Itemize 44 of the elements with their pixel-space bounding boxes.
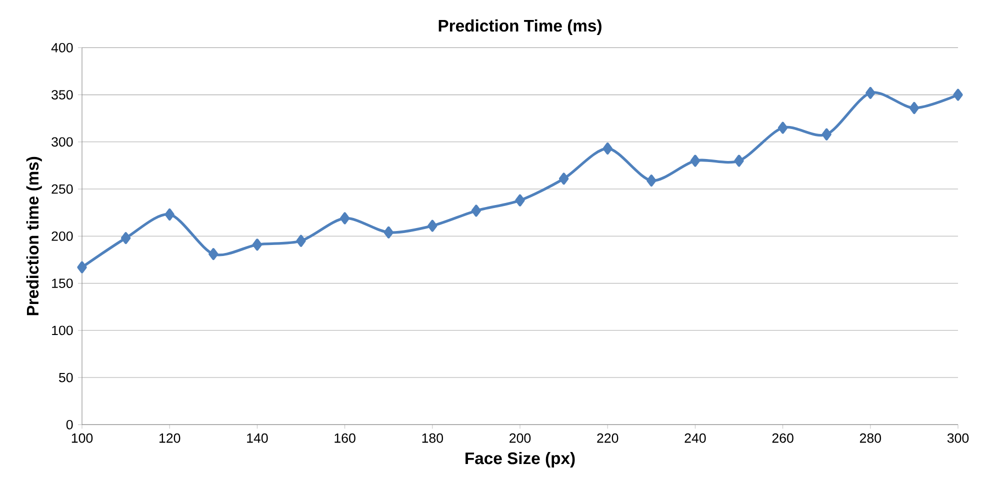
point (953, 88, 963, 101)
x-tick-label: 160 (334, 433, 356, 443)
point (822, 128, 832, 140)
x-axis-title: Face Size (px) (466, 452, 575, 468)
point (602, 142, 612, 155)
x-tick-label: 240 (684, 433, 706, 443)
y-tick-label: 250 (52, 184, 73, 194)
y-tick-label: 150 (52, 278, 73, 288)
x-tick-label: 120 (160, 433, 180, 443)
y-axis-title: Prediction time (ms) (26, 156, 42, 316)
x-tick-label: 200 (510, 433, 531, 443)
point (515, 194, 525, 206)
point (558, 172, 569, 185)
point (120, 232, 131, 244)
point (646, 174, 656, 187)
point (428, 220, 438, 232)
x-tick-label: 280 (860, 433, 882, 443)
x-tick-label: 180 (422, 433, 444, 443)
x-tick-label: 140 (247, 433, 268, 443)
y-tick-label: 100 (52, 326, 73, 336)
point (866, 86, 876, 99)
y-tick-label: 300 (52, 137, 73, 147)
point (340, 212, 350, 224)
point (471, 204, 482, 217)
point (690, 154, 700, 167)
point (252, 238, 262, 251)
y-tick-label: 400 (51, 42, 73, 52)
point (164, 208, 174, 220)
point (778, 122, 788, 134)
point (384, 226, 394, 238)
x-tick-label: 260 (772, 433, 794, 443)
point (77, 261, 87, 274)
x-tick-label: 220 (597, 433, 618, 443)
point (296, 234, 306, 247)
x-tick-label: 300 (947, 433, 969, 443)
y-tick-label: 50 (59, 372, 73, 382)
point (734, 154, 744, 167)
y-tick-label: 350 (52, 90, 73, 100)
chart-title: Prediction Time (ms) (438, 19, 602, 35)
x-tick-label: 100 (72, 433, 93, 443)
y-tick-label: 200 (52, 231, 73, 241)
y-tick-label: 0 (66, 420, 73, 430)
point (208, 248, 218, 260)
point (909, 102, 920, 114)
